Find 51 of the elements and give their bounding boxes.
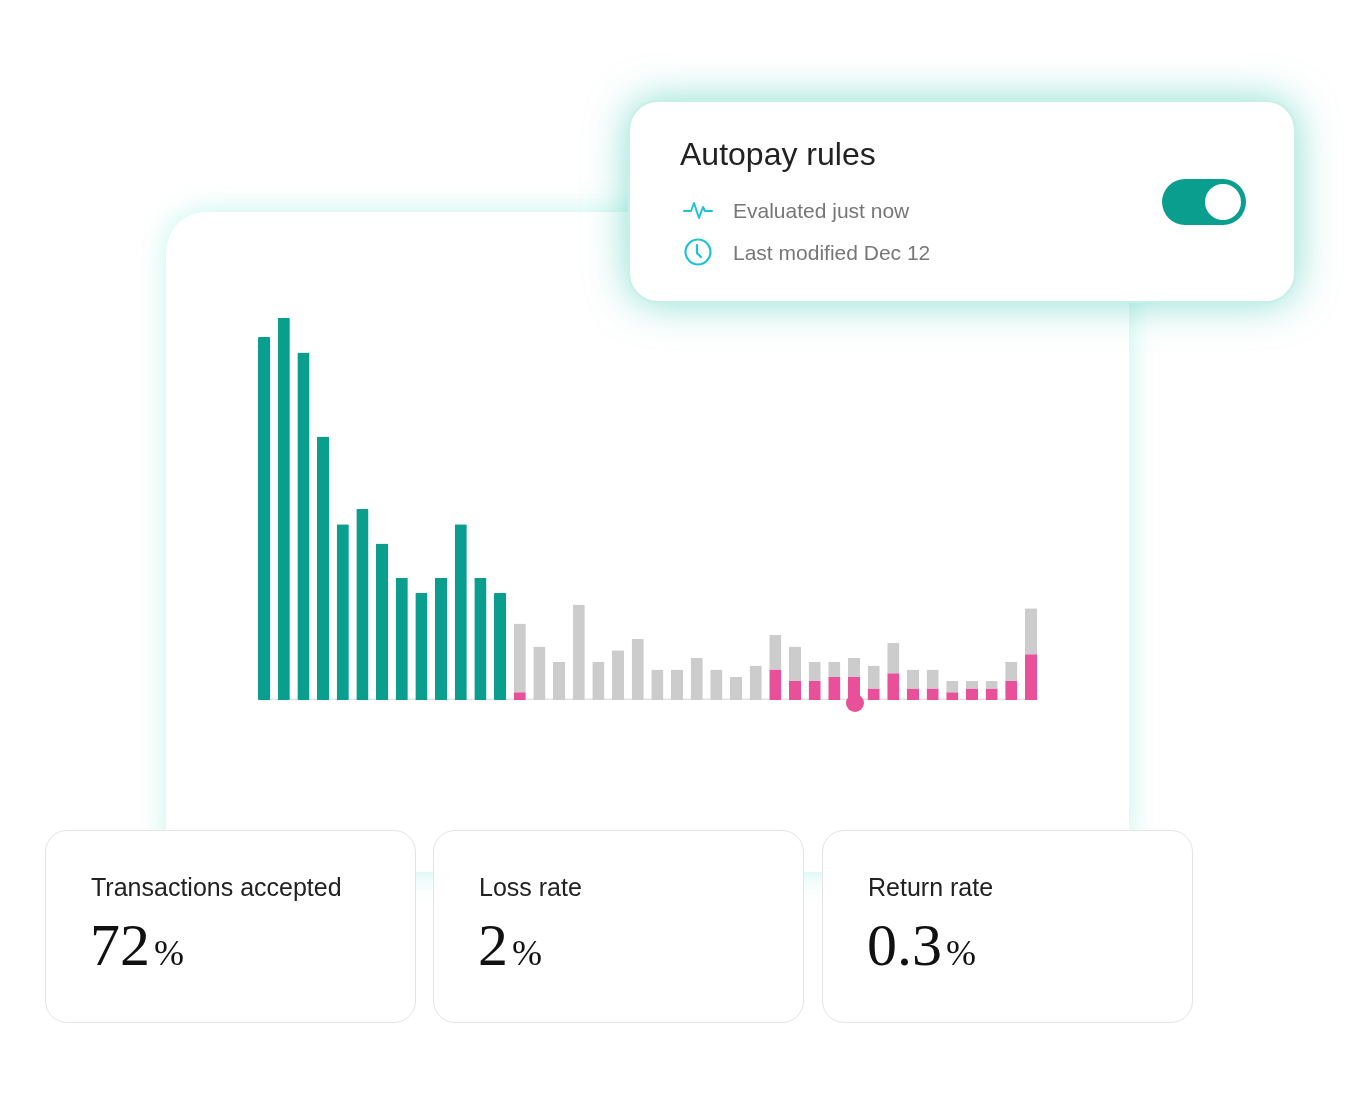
bar [926,669,939,689]
bar [592,661,605,700]
bar [808,680,821,700]
text: Evaluated just now [733,199,910,223]
bar [729,677,743,700]
bar [946,692,959,700]
bar [611,650,625,700]
bar [1024,608,1038,655]
bar [336,524,349,700]
text: 0.3% [867,911,976,980]
bar [887,673,900,700]
bar [415,593,428,700]
bar [1005,661,1018,681]
bar [788,646,802,681]
bar [828,677,841,700]
bar [690,657,703,700]
bar [631,638,644,700]
bar [788,680,802,700]
bar [316,436,330,700]
bar [906,669,920,689]
bar [395,577,408,700]
text: Last modified Dec 12 [733,241,931,265]
bar [493,593,507,700]
text: Return rate [868,873,994,902]
bar [847,657,861,678]
bar [552,661,566,700]
bar [277,318,290,700]
bar [965,680,979,689]
bar [474,577,487,700]
bar [454,524,467,700]
text: Transactions accepted [91,873,342,902]
bar [257,337,271,700]
text: 72% [90,911,184,980]
bar [1005,680,1018,700]
bar [356,509,369,700]
bar [867,665,880,689]
bar [906,688,920,700]
bar [297,352,310,700]
bar [513,692,526,700]
text: Loss rate [479,873,582,902]
text: Autopay rules [680,136,876,173]
bar [1024,654,1038,700]
bar [985,680,998,689]
bar [375,543,389,700]
text: 2% [478,911,542,980]
bar [965,688,979,700]
bar [434,577,448,700]
bar [769,669,782,700]
bar [670,669,684,700]
bar [572,604,585,700]
bar [808,661,821,681]
